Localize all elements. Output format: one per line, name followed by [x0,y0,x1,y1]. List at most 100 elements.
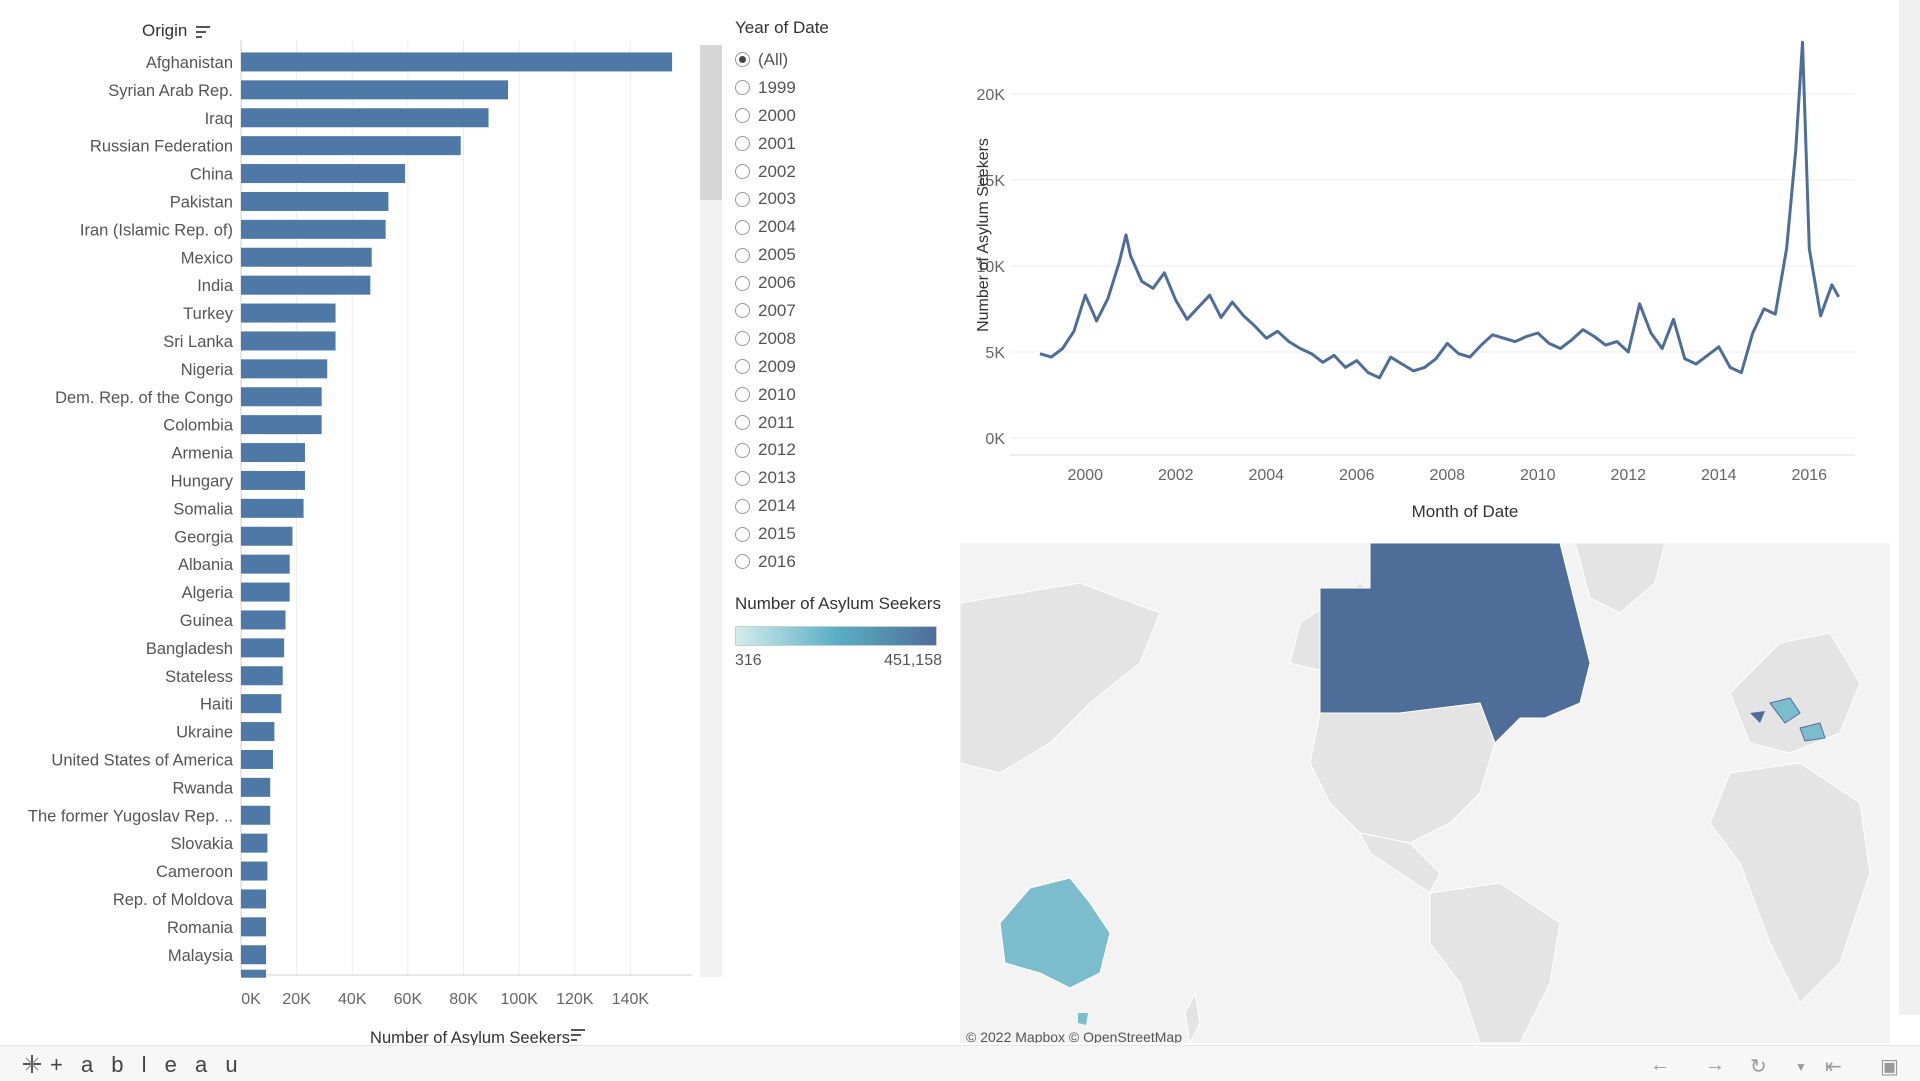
fullscreen-icon[interactable]: ▣ [1880,1056,1899,1078]
bar-category-label[interactable]: Romania [167,919,234,937]
bar-category-label[interactable]: Turkey [183,305,234,323]
radio-button[interactable] [735,331,750,347]
radio-button[interactable] [735,108,750,124]
radio-button[interactable] [735,191,750,207]
bar-mark[interactable] [241,889,267,909]
bar-category-label[interactable]: Russian Federation [90,138,233,156]
bar-mark[interactable] [241,52,673,72]
tableau-logo-icon[interactable] [22,1054,42,1074]
bar-mark[interactable] [241,694,282,714]
year-option[interactable]: 2001 [735,130,955,158]
radio-button[interactable] [735,275,750,291]
bar-category-label[interactable]: China [190,166,234,184]
bar-category-label[interactable]: Afghanistan [146,54,233,72]
map-attribution[interactable]: © 2022 Mapbox © OpenStreetMap [966,1029,1182,1043]
bar-category-label[interactable]: Nigeria [181,361,234,379]
bar-mark[interactable] [241,498,304,518]
sort-icon[interactable] [196,25,211,38]
bar-mark[interactable] [241,247,372,267]
year-option[interactable]: 1999 [735,74,955,102]
year-option[interactable]: 2008 [735,325,955,353]
bar-mark[interactable] [241,331,336,351]
revert-icon[interactable]: ↻ [1750,1056,1767,1078]
radio-button[interactable] [735,526,750,542]
year-option[interactable]: 2002 [735,158,955,186]
origin-header[interactable]: Origin [142,21,211,41]
bar-category-label[interactable]: Malaysia [168,947,234,965]
bar-mark[interactable] [241,805,271,825]
bar-category-label[interactable]: United States of America [51,751,233,769]
bar-category-label[interactable]: Cameroon [156,863,233,881]
year-option[interactable]: 2003 [735,185,955,213]
bar-mark[interactable] [241,861,268,881]
bar-mark[interactable] [241,945,267,965]
radio-button[interactable] [735,52,750,68]
bar-mark[interactable] [241,749,273,769]
year-option[interactable]: 2000 [735,102,955,130]
year-option[interactable]: 2004 [735,213,955,241]
bar-category-label[interactable]: Guinea [180,612,234,630]
bar-category-label[interactable]: Hungary [171,472,234,490]
bar-scrollbar-thumb[interactable] [700,45,722,200]
world-map[interactable]: © 2022 Mapbox © OpenStreetMap [960,543,1890,1043]
bar-mark[interactable] [241,666,283,686]
bar-mark[interactable] [241,638,285,658]
bar-category-label[interactable]: Stateless [165,668,233,686]
bar-category-label[interactable]: Syrian Arab Rep. [108,82,233,100]
bar-mark[interactable] [241,443,305,463]
radio-button[interactable] [735,442,750,458]
year-option[interactable]: 2014 [735,492,955,520]
bar-mark[interactable] [241,582,290,602]
bar-mark[interactable] [241,526,293,546]
bar-category-label[interactable]: Colombia [163,417,234,435]
bar-category-label[interactable]: Armenia [172,445,234,463]
year-option[interactable]: 2010 [735,381,955,409]
radio-button[interactable] [735,80,750,96]
bar-mark[interactable] [241,191,389,211]
year-option[interactable]: 2007 [735,297,955,325]
bar-mark[interactable] [241,164,406,184]
radio-button[interactable] [735,164,750,179]
chevron-down-icon[interactable]: ▼ [1795,1060,1807,1074]
radio-button[interactable] [735,498,750,514]
bar-category-label[interactable]: Rwanda [172,779,233,797]
bar-mark-partial[interactable] [241,969,266,978]
radio-button[interactable] [735,247,750,263]
bar-category-label[interactable]: Albania [178,556,234,574]
bar-mark[interactable] [241,108,489,128]
bar-category-label[interactable]: Pakistan [170,193,233,211]
year-option[interactable]: 2006 [735,269,955,297]
bar-category-label[interactable]: Dem. Rep. of the Congo [55,389,233,407]
bar-mark[interactable] [241,219,386,239]
line-x-axis-label[interactable]: Month of Date [1412,502,1519,521]
year-option[interactable]: 2012 [735,436,955,464]
tableau-logo[interactable]: + a b l e a u [50,1052,244,1077]
bar-mark[interactable] [241,554,290,574]
bar-category-label[interactable]: Mexico [181,249,233,267]
bar-category-label[interactable]: India [197,277,234,295]
radio-button[interactable] [735,470,750,486]
bar-category-label[interactable]: Algeria [182,584,234,602]
arrow-left-icon[interactable]: ← [1650,1054,1670,1076]
bar-category-label[interactable]: Bangladesh [146,640,233,658]
year-option[interactable]: 2011 [735,409,955,437]
radio-button[interactable] [735,136,750,152]
bar-category-label[interactable]: Haiti [200,696,233,714]
radio-button[interactable] [735,303,750,319]
bar-mark[interactable] [241,80,508,100]
bar-category-label[interactable]: Georgia [174,528,234,546]
year-option[interactable]: 2015 [735,520,955,548]
line-y-axis-label[interactable]: Number of Asylum Seekers [975,138,992,332]
bar-category-label[interactable]: Ukraine [176,724,233,742]
year-option[interactable]: 2009 [735,353,955,381]
line-series[interactable] [1039,40,1841,380]
first-icon[interactable]: ⇤ [1825,1056,1842,1078]
bar-mark[interactable] [241,303,336,323]
year-option[interactable]: (All) [735,46,955,74]
bar-mark[interactable] [241,275,371,295]
bar-mark[interactable] [241,917,267,937]
bar-mark[interactable] [241,610,286,630]
radio-button[interactable] [735,415,750,431]
bar-scrollbar-track[interactable] [700,45,722,977]
bar-category-label[interactable]: Iraq [205,110,233,128]
